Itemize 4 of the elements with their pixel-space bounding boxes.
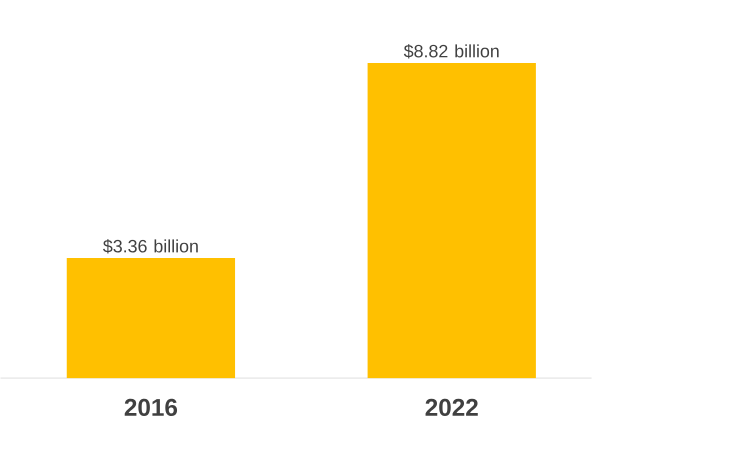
x-tick-label: 2022: [426, 399, 478, 416]
data-label: $3.36 billion: [103, 239, 198, 254]
data-label: $8.82 billion: [404, 44, 499, 59]
x-tick-label: 2016: [124, 399, 178, 416]
